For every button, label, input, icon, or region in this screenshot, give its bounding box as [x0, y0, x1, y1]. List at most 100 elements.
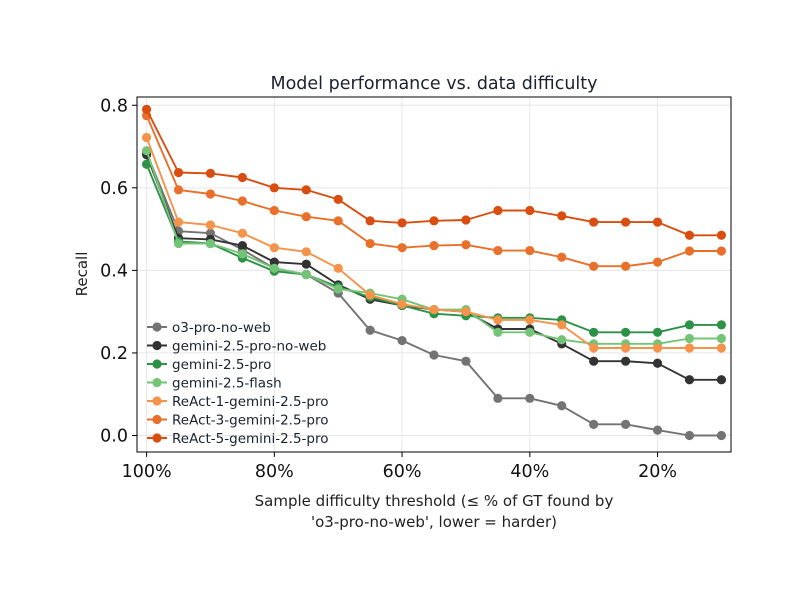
data-point [589, 419, 599, 429]
legend-marker [152, 377, 162, 388]
x-axis-label-line-1: Sample difficulty threshold (≤ % of GT f… [255, 492, 614, 510]
data-point [493, 327, 503, 337]
data-point [684, 230, 695, 240]
legend-label: o3-pro-no-web [172, 320, 271, 336]
data-point [557, 320, 567, 330]
legend: o3-pro-no-web gemini-2.5-pro-no-web gemini… [147, 320, 329, 447]
data-point [716, 375, 727, 385]
x-tick-label: 100% [122, 462, 172, 482]
data-point [716, 430, 727, 441]
data-point [557, 401, 567, 411]
data-point [652, 217, 663, 227]
x-axis-label-line-2: 'o3-pro-no-web', lower = harder) [311, 513, 557, 531]
data-point [141, 146, 152, 156]
data-point [237, 241, 247, 251]
data-point [397, 335, 407, 346]
data-point [493, 393, 503, 403]
data-point [684, 246, 695, 256]
legend-marker [152, 340, 162, 351]
data-point [301, 247, 311, 257]
legend-label: ReAct-3-gemini-2.5-pro [172, 413, 329, 429]
x-tick-label: 40% [510, 462, 549, 482]
data-point [429, 216, 439, 226]
data-point [621, 261, 631, 271]
data-point [684, 320, 695, 330]
chart-title: Model performance vs. data difficulty [270, 74, 597, 94]
data-point [557, 211, 567, 221]
data-point [652, 327, 663, 337]
data-point [684, 430, 695, 441]
data-point [397, 243, 407, 253]
legend-entry: gemini-2.5-flash [147, 376, 282, 392]
data-point [333, 263, 343, 273]
data-point [301, 212, 311, 222]
data-point [589, 343, 599, 353]
x-tick-label: 80% [255, 462, 294, 482]
series-ReAct-1-gemini-2.5-pro [141, 132, 727, 353]
data-point [141, 104, 152, 114]
legend-label: gemini-2.5-flash [172, 376, 282, 392]
legend-marker [152, 433, 162, 443]
legend-label: ReAct-5-gemini-2.5-pro [172, 431, 329, 447]
data-point [205, 168, 216, 178]
axes: 100% 80% 60% 40% 20% 0.0 0.2 0.4 0.6 0.8 [100, 96, 677, 482]
legend-label: gemini-2.5-pro [172, 357, 271, 373]
series-ReAct-5-gemini-2.5-pro [141, 104, 727, 240]
data-point [141, 132, 152, 143]
data-point [301, 269, 311, 280]
data-point [173, 238, 184, 249]
legend-entry: ReAct-3-gemini-2.5-pro [147, 413, 329, 429]
data-point [493, 245, 503, 256]
legend-marker [152, 396, 162, 406]
data-point [716, 230, 727, 240]
data-point [429, 304, 439, 315]
legend-entry: o3-pro-no-web [147, 320, 271, 336]
data-point [716, 343, 727, 353]
legend-entry: gemini-2.5-pro-no-web [147, 339, 326, 355]
data-point [269, 263, 279, 273]
data-point [652, 425, 663, 435]
series-layer [141, 104, 727, 441]
data-point [205, 220, 216, 230]
data-point [684, 333, 695, 344]
data-point [589, 356, 599, 366]
data-point [333, 194, 343, 204]
x-tick-label: 60% [383, 462, 422, 482]
legend-marker [152, 359, 162, 369]
y-tick-label: 0.6 [100, 179, 128, 199]
data-point [621, 343, 631, 353]
data-point [269, 243, 279, 253]
data-point [525, 205, 535, 216]
data-point [269, 183, 279, 193]
data-point [589, 261, 599, 271]
data-point [237, 228, 247, 238]
data-point [589, 217, 599, 227]
legend-entry: ReAct-1-gemini-2.5-pro [147, 394, 329, 410]
data-point [525, 245, 535, 256]
data-point [557, 252, 567, 262]
data-point [525, 315, 535, 325]
data-point [525, 327, 535, 337]
data-point [365, 238, 375, 249]
data-point [493, 205, 503, 216]
data-point [621, 356, 631, 366]
data-point [716, 333, 727, 344]
legend-marker [152, 322, 162, 332]
data-point [716, 246, 727, 256]
data-point [684, 375, 695, 385]
data-point [461, 240, 471, 250]
y-tick-label: 0.8 [100, 96, 128, 116]
data-point [429, 241, 439, 251]
data-point [716, 320, 727, 330]
data-point [365, 325, 375, 335]
data-point [237, 172, 247, 183]
data-point [237, 196, 247, 206]
data-point [557, 335, 567, 345]
data-point [301, 259, 311, 269]
y-tick-label: 0.4 [100, 261, 128, 281]
data-point [461, 307, 471, 317]
legend-label: gemini-2.5-pro-no-web [172, 339, 326, 355]
data-point [397, 299, 407, 309]
data-point [429, 350, 439, 360]
